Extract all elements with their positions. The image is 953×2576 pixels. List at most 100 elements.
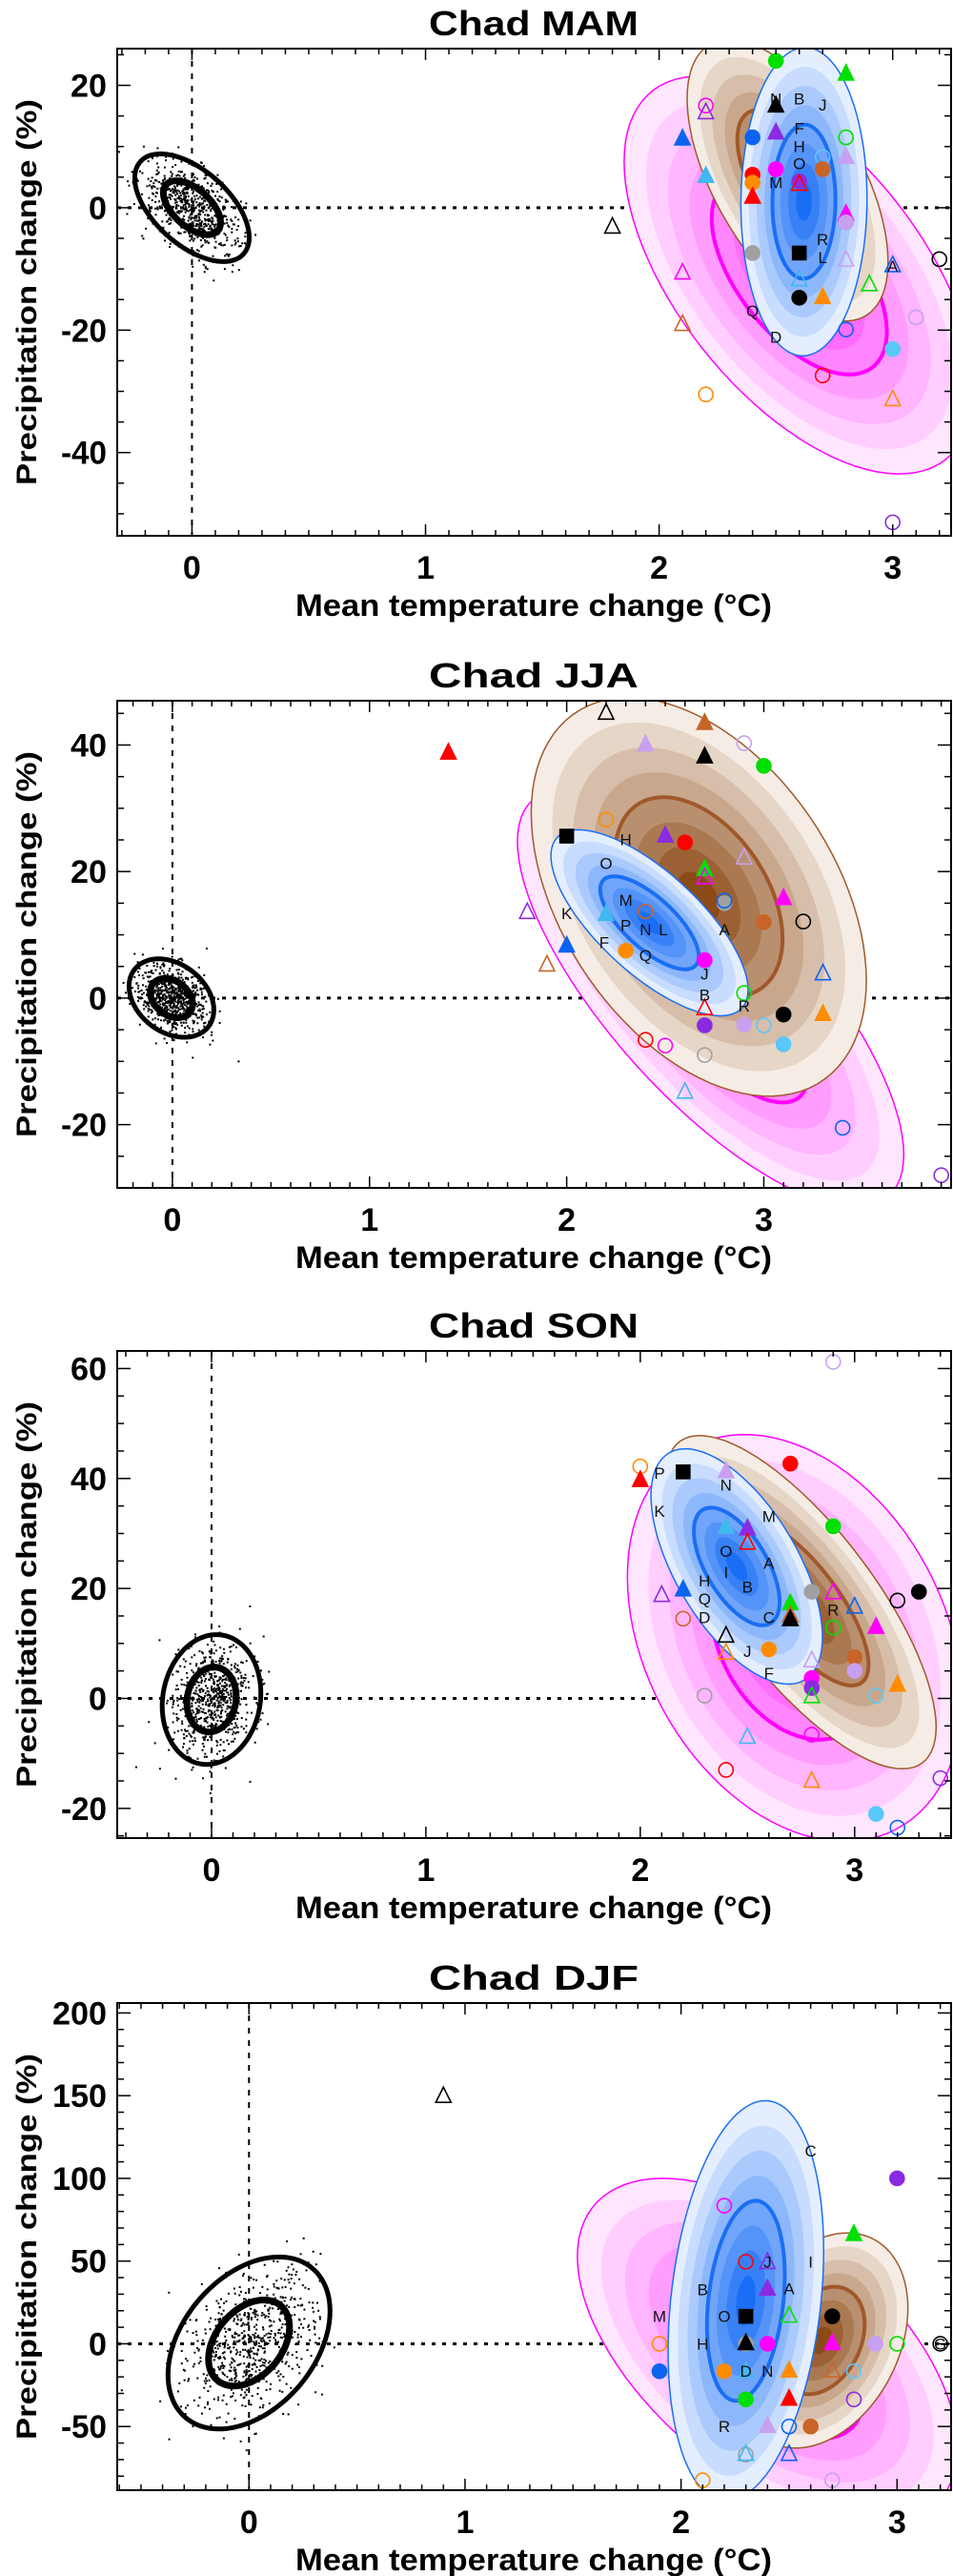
noise-dot [238,245,241,248]
lavender-circle-marker [824,1354,841,1370]
noise-dot [205,1701,208,1704]
blue-distribution-contour [598,874,701,971]
noise-dot [176,1001,179,1004]
noise-dot [255,2310,258,2313]
noise-dot [152,1018,154,1021]
noise-dot [222,205,225,208]
black-circle-marker [889,1592,906,1609]
noise-dot [208,2407,211,2410]
noise-dot [190,209,193,212]
noise-dot [225,1677,228,1680]
model-letter-label: D [770,328,781,346]
noise-dot [192,190,194,193]
noise-dot [204,200,207,203]
gray-circle-marker [744,245,760,261]
noise-dot [210,1033,213,1036]
noise-dot [156,962,159,965]
noise-dot [166,189,169,192]
noise-dot [201,1742,204,1745]
noise-dot [197,212,200,215]
noise-dot [213,1703,215,1706]
noise-dot [253,2363,256,2366]
noise-dot [290,2386,293,2389]
noise-dot [176,1007,179,1010]
magenta-triangle-marker [866,1616,885,1634]
noise-dot [203,1659,206,1662]
gray-circle-marker [697,1047,713,1063]
noise-dot [227,254,230,256]
orange-triangle-marker [780,2360,799,2379]
noise-dot [161,948,164,951]
noise-dot [198,225,201,228]
noise-dot [137,991,140,993]
noise-dot [279,2332,282,2335]
noise-dot [222,1741,225,1744]
noise-dot [220,2313,223,2316]
noise-dot [235,2314,238,2317]
x-tick-label: 2 [650,550,668,586]
noise-dot [172,996,175,999]
noise-dot [211,1748,213,1751]
noise-dot [218,200,221,203]
brown-triangle-marker [673,313,692,332]
noise-dot [237,269,240,272]
natural-variability-outer-contour [159,1632,264,1768]
noise-dot [265,2381,268,2383]
noise-dot [217,2312,220,2315]
noise-dot [209,1736,212,1739]
noise-dot [285,2269,288,2272]
noise-dot [254,234,257,236]
noise-dot [190,1735,193,1738]
noise-dot [253,2313,256,2316]
noise-dot [192,222,194,225]
noise-dot [175,174,178,177]
noise-dot [207,215,210,217]
noise-dot [157,166,160,169]
noise-dot [195,1680,198,1683]
noise-dot [149,1009,152,1012]
noise-dot [210,1734,213,1737]
noise-dot [178,2382,181,2384]
noise-dot [245,1704,248,1707]
noise-dot [237,1668,240,1671]
noise-dot [201,1012,204,1014]
noise-dot [202,1710,205,1713]
noise-dot [270,2382,273,2385]
noise-dot [182,174,185,177]
noise-dot [141,235,144,237]
noise-dot [296,2363,299,2366]
noise-dot [253,2309,256,2312]
noise-dot [184,207,187,210]
noise-dot [259,1718,262,1721]
noise-dot [235,1711,238,1714]
noise-dot [197,1029,200,1032]
lavender-circle-marker [846,1663,863,1679]
noise-dot [202,223,205,226]
noise-dot [203,197,206,200]
noise-dot [168,981,171,984]
noise-dot [226,1707,229,1710]
blue-circle-marker [781,2418,798,2435]
noise-dot [273,2337,275,2340]
noise-dot [204,174,207,176]
x-axis-label: Mean temperature change (°C) [295,2543,772,2576]
noise-dot [199,1717,202,1720]
noise-dot [190,216,193,219]
noise-dot [221,1689,224,1692]
noise-dot [259,2360,262,2362]
magenta-triangle-marker [673,261,692,280]
noise-dot [147,217,150,220]
noise-dot [249,2337,252,2340]
noise-dot [239,2319,242,2321]
noise-dot [263,2361,266,2364]
noise-dot [177,1670,180,1673]
noise-dot [148,1721,151,1724]
noise-dot [253,2433,256,2436]
noise-dot [196,2377,199,2380]
noise-dot [223,2346,226,2349]
noise-dot [222,2309,225,2312]
noise-dot [148,976,151,979]
noise-dot [212,1661,214,1664]
noise-dot [270,2324,273,2327]
noise-dot [227,2328,230,2331]
